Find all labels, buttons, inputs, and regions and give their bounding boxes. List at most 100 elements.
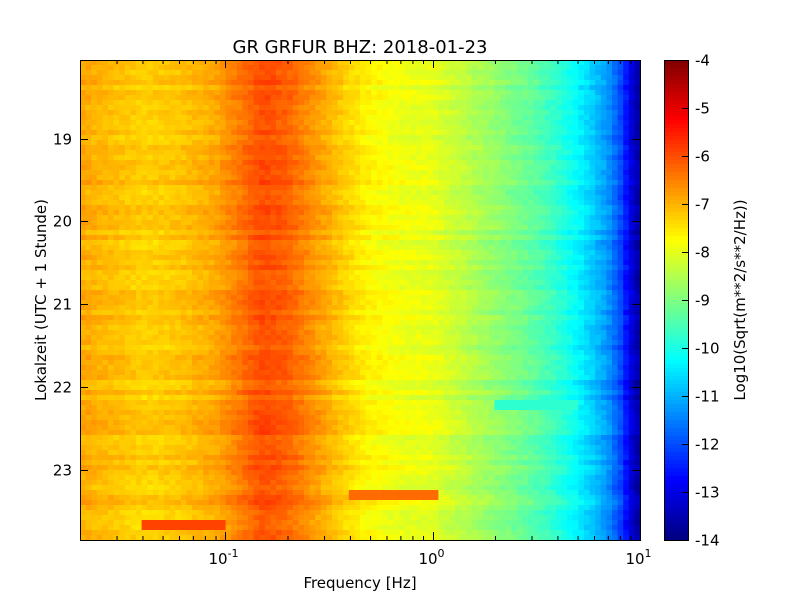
heatmap-cell <box>483 275 490 281</box>
heatmap-cell <box>371 215 378 221</box>
heatmap-cell <box>248 75 255 81</box>
heatmap-cell <box>421 120 428 126</box>
heatmap-cell <box>270 135 277 141</box>
heatmap-cell <box>567 145 574 151</box>
heatmap-cell <box>113 240 120 246</box>
heatmap-cell <box>421 60 428 66</box>
heatmap-cell <box>343 160 350 166</box>
heatmap-cell <box>220 295 227 301</box>
heatmap-cell <box>522 85 529 91</box>
heatmap-cell <box>287 240 294 246</box>
heatmap-cell <box>634 95 641 101</box>
heatmap-cell <box>220 275 227 281</box>
heatmap-cell <box>108 150 115 156</box>
heatmap-cell <box>427 110 434 116</box>
heatmap-cell <box>416 90 423 96</box>
heatmap-cell <box>85 70 92 76</box>
heatmap-cell <box>231 85 238 91</box>
heatmap-cell <box>600 85 607 91</box>
heatmap-cell <box>124 300 131 306</box>
heatmap-cell <box>427 95 434 101</box>
heatmap-cell <box>337 305 344 311</box>
heatmap-cell <box>567 215 574 221</box>
heatmap-cell <box>488 100 495 106</box>
heatmap-cell <box>80 200 87 206</box>
heatmap-cell <box>584 175 591 181</box>
heatmap-cell <box>438 85 445 91</box>
heatmap-cell <box>388 190 395 196</box>
heatmap-cell <box>416 160 423 166</box>
heatmap-cell <box>96 210 103 216</box>
heatmap-cell <box>253 105 260 111</box>
heatmap-cell <box>539 60 546 66</box>
heatmap-cell <box>119 160 126 166</box>
heatmap-cell <box>141 240 148 246</box>
heatmap-cell <box>281 160 288 166</box>
heatmap-cell <box>561 135 568 141</box>
heatmap-cell <box>320 155 327 161</box>
heatmap-cell <box>365 285 372 291</box>
heatmap-cell <box>410 260 417 266</box>
heatmap-cell <box>80 300 87 306</box>
heatmap-cell <box>561 185 568 191</box>
heatmap-cell <box>281 60 288 66</box>
heatmap-cell <box>444 125 451 131</box>
heatmap-cell <box>203 235 210 241</box>
heatmap-cell <box>550 155 557 161</box>
heatmap-cell <box>158 150 165 156</box>
heatmap-cell <box>80 85 87 91</box>
heatmap-cell <box>572 85 579 91</box>
heatmap-cell <box>572 150 579 156</box>
heatmap-cell <box>208 275 215 281</box>
heatmap-cell <box>130 245 137 251</box>
heatmap-cell <box>404 165 411 171</box>
heatmap-cell <box>539 200 546 206</box>
heatmap-cell <box>393 230 400 236</box>
heatmap-cell <box>80 250 87 256</box>
heatmap-cell <box>522 115 529 121</box>
heatmap-cell <box>522 290 529 296</box>
heatmap-cell <box>399 115 406 121</box>
heatmap-cell <box>522 210 529 216</box>
heatmap-cell <box>343 100 350 106</box>
heatmap-cell <box>460 295 467 301</box>
heatmap-cell <box>276 155 283 161</box>
heatmap-cell <box>326 115 333 121</box>
heatmap-cell <box>315 75 322 81</box>
heatmap-cell <box>242 115 249 121</box>
heatmap-cell <box>253 270 260 276</box>
heatmap-cell <box>130 125 137 131</box>
heatmap-cell <box>304 150 311 156</box>
heatmap-cell <box>264 290 271 296</box>
heatmap-cell <box>589 300 596 306</box>
heatmap-cell <box>119 145 126 151</box>
heatmap-cell <box>572 285 579 291</box>
heatmap-cell <box>522 175 529 181</box>
heatmap-cell <box>494 80 501 86</box>
heatmap-cell <box>421 145 428 151</box>
heatmap-cell <box>528 150 535 156</box>
heatmap-cell <box>427 100 434 106</box>
heatmap-cell <box>438 245 445 251</box>
heatmap-cell <box>108 305 115 311</box>
heatmap-cell <box>399 255 406 261</box>
heatmap-cell <box>298 305 305 311</box>
heatmap-cell <box>248 140 255 146</box>
heatmap-cell <box>584 145 591 151</box>
heatmap-cell <box>427 165 434 171</box>
heatmap-cell <box>505 265 512 271</box>
heatmap-cell <box>225 130 232 136</box>
heatmap-cell <box>292 100 299 106</box>
heatmap-cell <box>343 210 350 216</box>
heatmap-cell <box>264 110 271 116</box>
heatmap-cell <box>421 260 428 266</box>
heatmap-cell <box>315 195 322 201</box>
heatmap-cell <box>175 145 182 151</box>
heatmap-cell <box>169 145 176 151</box>
heatmap-cell <box>248 100 255 106</box>
heatmap-cell <box>365 225 372 231</box>
heatmap-cell <box>427 305 434 311</box>
heatmap-cell <box>528 255 535 261</box>
heatmap-cell <box>567 200 574 206</box>
heatmap-cell <box>634 255 641 261</box>
